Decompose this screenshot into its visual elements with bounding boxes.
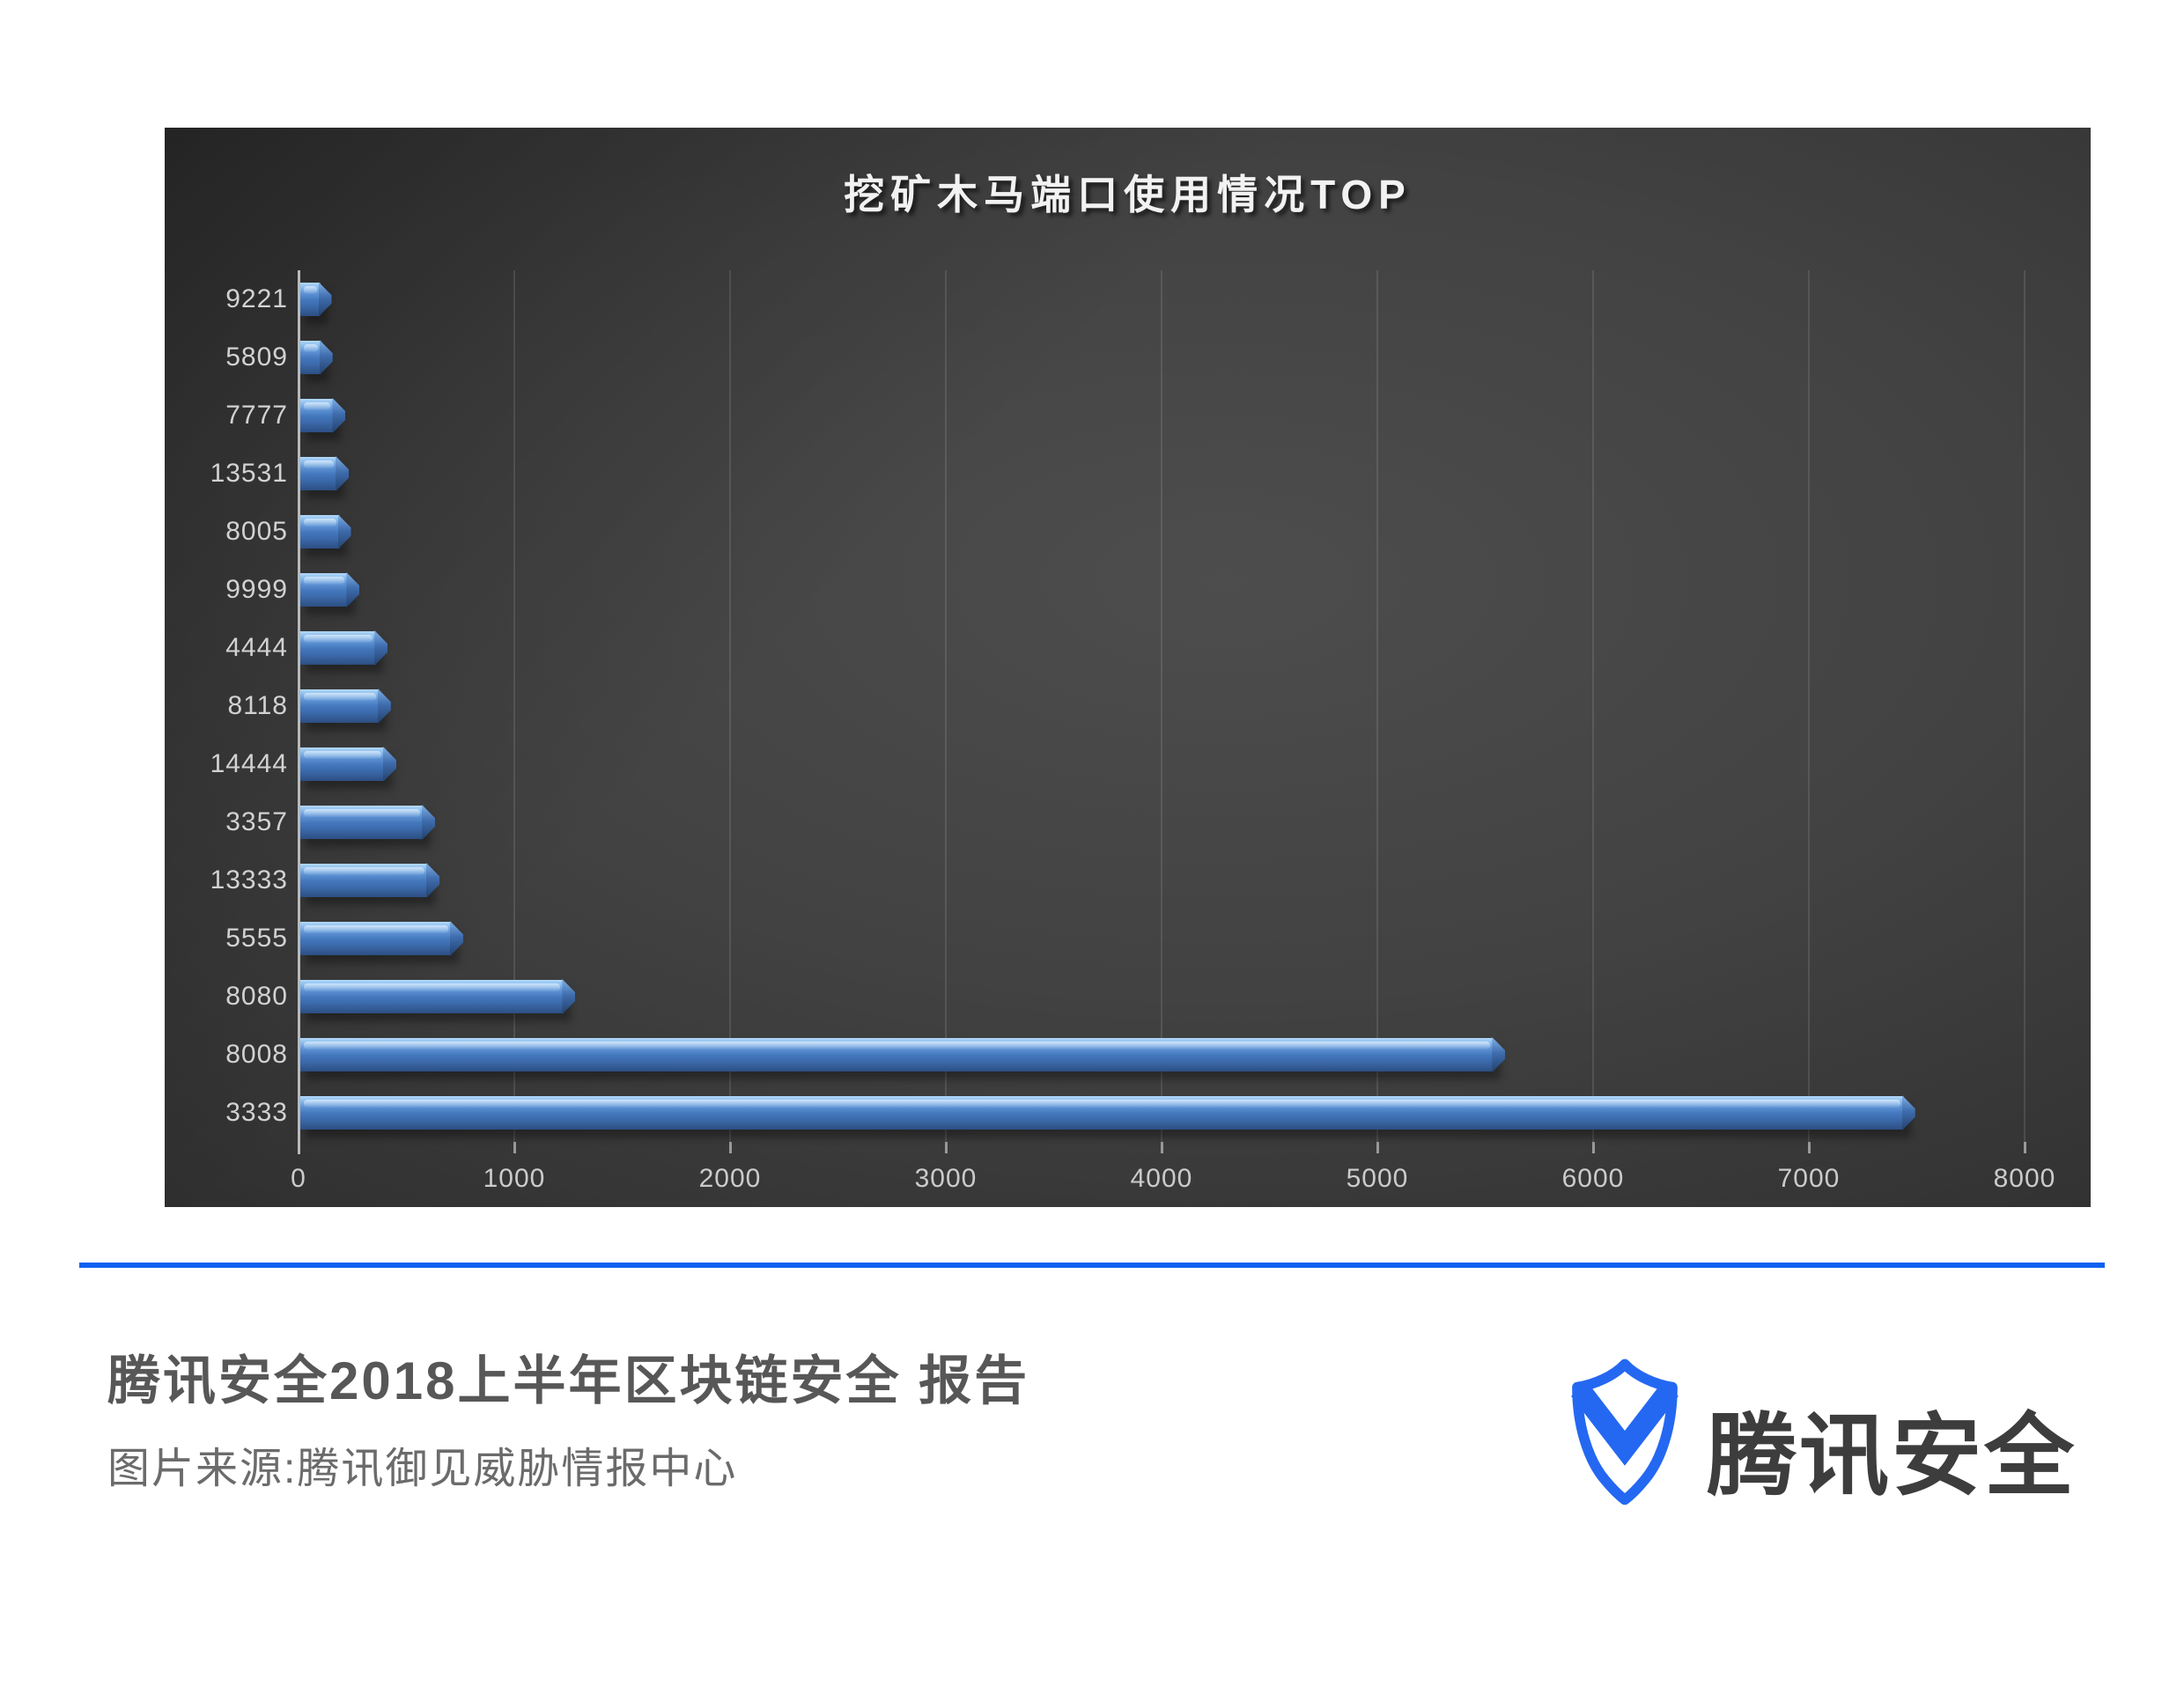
x-tick — [944, 1142, 948, 1153]
category-label: 14444 — [210, 749, 288, 778]
category-label: 8118 — [227, 691, 288, 720]
category-label: 5555 — [225, 924, 288, 953]
x-axis-tick-label: 1000 — [483, 1164, 546, 1193]
bar — [299, 631, 377, 665]
x-tick — [2023, 1142, 2026, 1153]
category-label: 8008 — [225, 1040, 288, 1069]
x-tick — [1807, 1142, 1811, 1153]
gridline — [729, 270, 731, 1142]
plot-area — [298, 270, 2086, 1154]
x-axis-tick-label: 4000 — [1130, 1164, 1193, 1193]
y-axis-line — [298, 270, 300, 1154]
footer-source: 图片来源:腾讯御见威胁情报中心 — [107, 1446, 738, 1492]
x-axis-tick-label: 2000 — [698, 1164, 762, 1193]
category-label: 13333 — [210, 865, 288, 895]
bar — [299, 922, 452, 955]
chart-title: 挖矿木马端口使用情况TOP — [844, 172, 1412, 217]
chart-panel: 挖矿木马端口使用情况TOP 9221 5809 7777 13531 8005 9999 4… — [165, 128, 2091, 1207]
divider-line — [79, 1263, 2105, 1268]
category-label: 8080 — [225, 982, 288, 1011]
footer-title: 腾讯安全2018上半年区块链安全 报告 — [107, 1351, 1030, 1410]
bar — [299, 806, 424, 839]
logo-text: 腾讯安全 — [1707, 1406, 2077, 1506]
x-axis-tick-label: 5000 — [1346, 1164, 1409, 1193]
bar — [299, 399, 335, 432]
gridline — [1592, 270, 1594, 1142]
bar — [299, 1038, 1494, 1071]
x-axis-tick-label: 8000 — [1993, 1164, 2056, 1193]
category-label: 5809 — [225, 342, 288, 372]
category-label: 4444 — [225, 633, 288, 662]
gridline — [2024, 270, 2025, 1142]
gridline — [945, 270, 947, 1142]
bar — [299, 573, 349, 607]
x-axis-tick-label: 0 — [291, 1164, 306, 1193]
category-label: 9999 — [225, 575, 288, 604]
x-tick — [728, 1142, 732, 1153]
gridline — [1376, 270, 1378, 1142]
category-label: 8005 — [225, 517, 288, 546]
category-label: 13531 — [210, 459, 288, 488]
category-label: 9221 — [225, 284, 288, 313]
bar — [299, 689, 380, 723]
category-label: 3357 — [225, 807, 288, 836]
bar — [299, 283, 321, 316]
gridline — [1808, 270, 1810, 1142]
x-axis-tick-label: 7000 — [1777, 1164, 1841, 1193]
x-tick — [513, 1142, 516, 1153]
category-label: 3333 — [225, 1098, 288, 1127]
bar — [299, 1096, 1904, 1130]
x-tick — [1376, 1142, 1379, 1153]
bar — [299, 980, 564, 1013]
bar — [299, 341, 321, 374]
x-tick — [1591, 1142, 1595, 1153]
gridline — [513, 270, 515, 1142]
tencent-security-shield-icon — [1571, 1358, 1679, 1506]
bar — [299, 864, 428, 897]
bar — [299, 747, 385, 781]
x-tick — [1160, 1142, 1163, 1153]
gridline — [1161, 270, 1162, 1142]
x-axis-tick-label: 3000 — [914, 1164, 978, 1193]
bar — [299, 515, 340, 549]
x-axis-tick-label: 6000 — [1561, 1164, 1625, 1193]
category-label: 7777 — [225, 401, 288, 430]
bar — [299, 457, 338, 490]
